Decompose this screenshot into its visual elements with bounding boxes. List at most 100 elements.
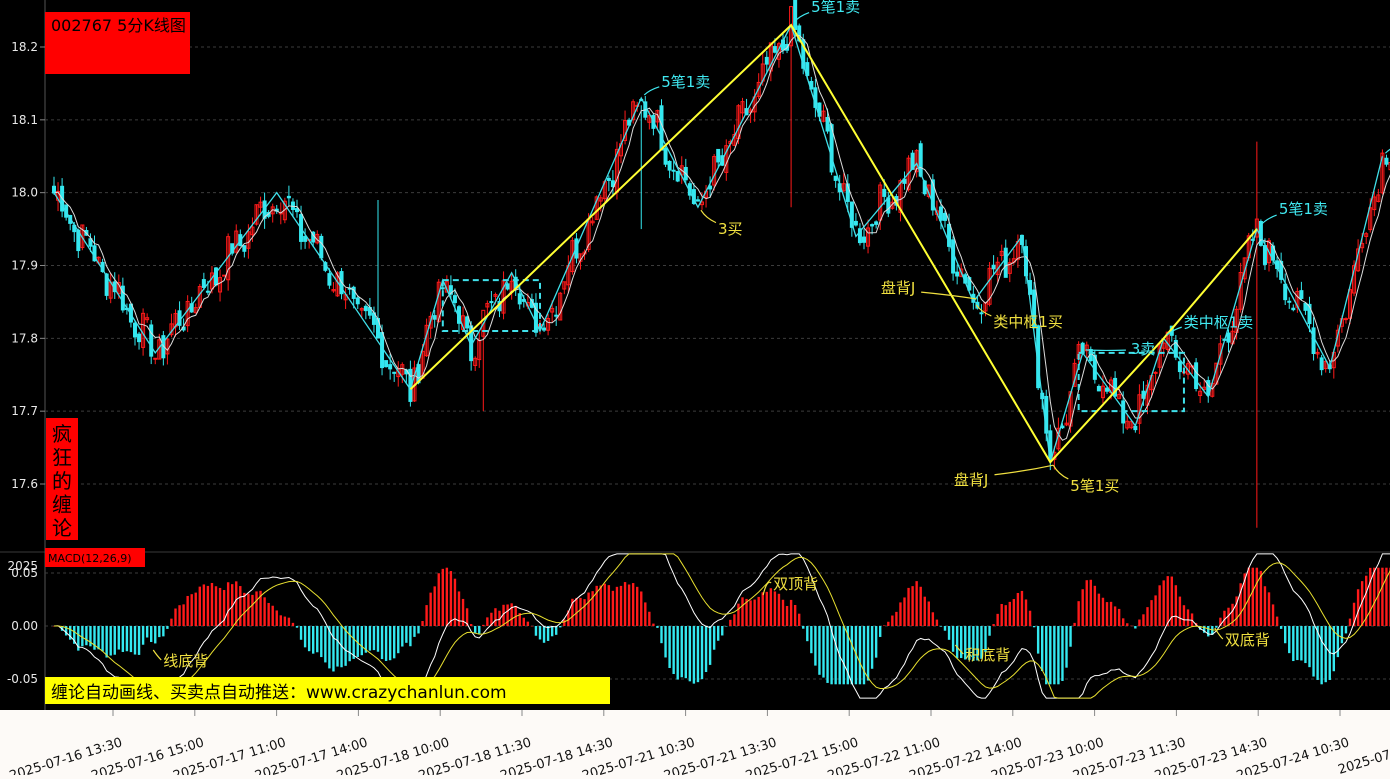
candle-body xyxy=(327,273,332,286)
macd-histogram-bar xyxy=(465,608,469,626)
price-tick-label: 17.8 xyxy=(11,331,38,345)
macd-histogram-bar xyxy=(717,626,720,641)
macd-histogram-bar xyxy=(1292,626,1295,662)
macd-histogram-bar xyxy=(542,626,546,643)
macd-histogram-bar xyxy=(388,626,392,661)
macd-histogram-bar xyxy=(968,626,971,660)
macd-histogram-bar xyxy=(1117,608,1121,626)
annotation-label: 5笔1卖 xyxy=(811,0,860,16)
annotation-arrow xyxy=(1085,349,1126,352)
macd-histogram-bar xyxy=(700,626,704,680)
candle-body xyxy=(205,290,210,293)
macd-histogram-bar xyxy=(931,612,935,626)
banner-text: 缠论自动画线、买卖点自动推送：www.crazychanlun.com xyxy=(51,683,507,703)
macd-histogram-bar xyxy=(1061,626,1064,681)
macd-histogram-bar xyxy=(158,626,161,638)
candle-body xyxy=(1064,422,1069,426)
candle-body xyxy=(606,177,611,181)
macd-histogram-bar xyxy=(960,626,963,659)
macd-histogram-bar xyxy=(636,586,639,626)
macd-histogram-bar xyxy=(619,585,623,626)
candle-body xyxy=(400,364,405,375)
candle-body xyxy=(1319,357,1324,371)
candle-body xyxy=(242,245,247,252)
macd-histogram-bar xyxy=(1085,580,1088,626)
macd-histogram-bar xyxy=(141,626,145,645)
macd-histogram-bar xyxy=(490,612,493,626)
macd-histogram-bar xyxy=(1012,599,1016,626)
macd-histogram-bar xyxy=(1065,626,1068,668)
macd-histogram-bar xyxy=(591,591,594,626)
candle-body xyxy=(165,338,170,355)
candle-body xyxy=(1254,218,1259,238)
candle-body xyxy=(898,180,903,213)
macd-histogram-bar xyxy=(951,626,955,652)
macd-histogram-bar xyxy=(1271,604,1275,626)
macd-histogram-bar xyxy=(1174,585,1178,626)
candle-body xyxy=(1125,420,1130,429)
macd-histogram-bar xyxy=(1024,599,1028,626)
macd-histogram-bar xyxy=(919,586,922,626)
candle-body xyxy=(1194,362,1199,390)
macd-histogram-bar xyxy=(680,626,683,678)
candle-body xyxy=(319,235,324,259)
macd-histogram-bar xyxy=(295,626,299,628)
candle-body xyxy=(1291,307,1296,311)
candle-body xyxy=(1262,245,1267,265)
macd-histogram-bar xyxy=(271,605,274,626)
macd-histogram-bar xyxy=(1004,605,1007,626)
candle-body xyxy=(1311,327,1316,355)
macd-histogram-bar xyxy=(1251,567,1254,626)
macd-histogram-bar xyxy=(603,583,606,626)
macd-histogram-bar xyxy=(858,626,862,685)
macd-histogram-bar xyxy=(870,626,874,669)
macd-histogram-bar xyxy=(834,626,837,685)
macd-histogram-bar xyxy=(534,626,538,636)
candle-body xyxy=(829,124,834,173)
macd-histogram-bar xyxy=(380,626,384,660)
macd-histogram-bar xyxy=(384,626,388,661)
macd-histogram-bar xyxy=(660,626,663,644)
macd-histogram-bar xyxy=(741,597,744,626)
candle-body xyxy=(1153,371,1158,374)
macd-histogram-bar xyxy=(567,610,570,626)
macd-histogram-bar xyxy=(101,626,104,652)
candle-body xyxy=(52,185,56,194)
macd-histogram-bar xyxy=(1267,592,1271,626)
macd-histogram-bar xyxy=(1109,601,1113,626)
macd-histogram-bar xyxy=(640,591,643,626)
candle-body xyxy=(667,160,672,171)
candle-body xyxy=(1129,421,1134,429)
macd-histogram-bar xyxy=(1381,567,1384,626)
candle-body xyxy=(493,294,498,297)
macd-histogram-bar xyxy=(862,626,866,685)
macd-histogram-bar xyxy=(433,586,436,626)
macd-histogram-bar xyxy=(1170,576,1173,626)
macd-histogram-bar xyxy=(178,605,181,626)
macd-histogram-bar xyxy=(457,591,461,626)
candle-body xyxy=(1173,339,1178,358)
macd-histogram-bar xyxy=(190,594,193,626)
candle-body xyxy=(1100,385,1105,399)
macd-histogram-bar xyxy=(737,603,740,626)
macd-histogram-bar xyxy=(522,617,525,626)
macd-histogram-bar xyxy=(846,626,849,685)
macd-histogram-bar xyxy=(631,583,635,626)
candle-body xyxy=(363,305,368,312)
candle-body xyxy=(647,115,652,123)
candle-body xyxy=(821,110,826,122)
macd-histogram-bar xyxy=(478,626,481,634)
macd-label-box xyxy=(45,548,145,567)
macd-histogram-bar xyxy=(587,592,590,626)
candle-body xyxy=(1283,283,1288,301)
macd-annotation-label: 双顶背 xyxy=(773,575,818,593)
macd-histogram-bar xyxy=(980,626,983,659)
macd-histogram-bar xyxy=(777,593,781,626)
candle-body xyxy=(104,273,109,296)
macd-histogram-bar xyxy=(502,604,505,626)
macd-annotation-arrow xyxy=(954,644,964,655)
candle-body xyxy=(201,279,206,288)
macd-histogram-bar xyxy=(1288,626,1291,654)
macd-histogram-bar xyxy=(1162,580,1165,626)
macd-histogram-bar xyxy=(1182,605,1186,626)
